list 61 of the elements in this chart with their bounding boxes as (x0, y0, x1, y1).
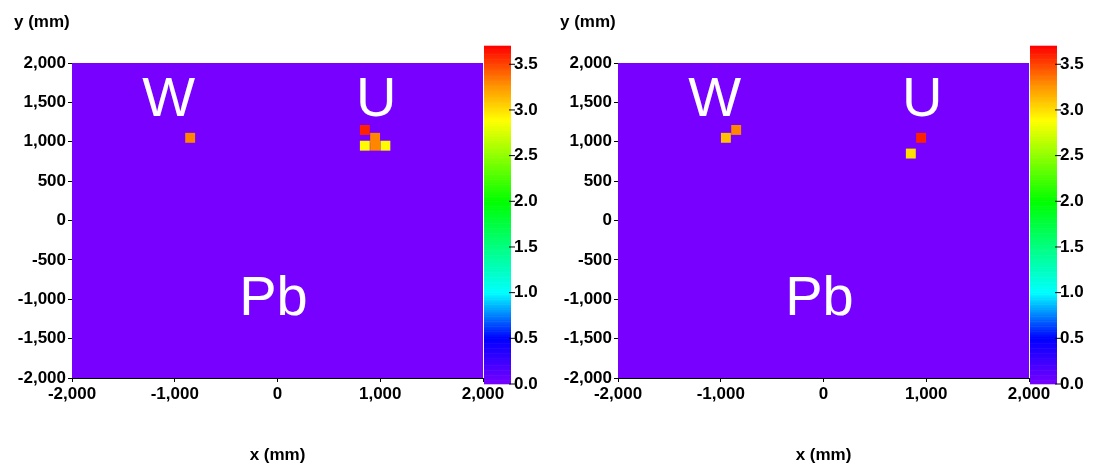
y-tick-label: -2,000 (17, 367, 66, 387)
point (359, 140, 370, 151)
color-bar-label: 3.5 (514, 53, 538, 73)
y-tick-label: 0 (602, 210, 612, 230)
point (731, 124, 742, 135)
y-axis-title: y (mm) (560, 11, 616, 31)
color-bar-label: 2.0 (514, 190, 538, 210)
point (359, 124, 370, 135)
annotation: U (355, 65, 397, 129)
x-tick-label: 0 (818, 383, 829, 403)
y-tick-label: 0 (56, 210, 66, 230)
y-tick-label: -1,500 (17, 328, 66, 348)
color-bar-label: 2.0 (1060, 190, 1084, 210)
point (916, 132, 927, 143)
color-bar-label: 0.5 (514, 328, 538, 348)
annotation: U (901, 65, 943, 129)
color-bar-label: 3.5 (1060, 53, 1084, 73)
color-bar-label: 0.5 (1060, 328, 1084, 348)
x-tick-label: 0 (272, 383, 283, 403)
y-tick-label: -1,000 (563, 288, 612, 308)
point (185, 132, 196, 143)
annotation: Pb (239, 263, 308, 327)
annotation: Pb (785, 263, 854, 327)
y-tick-label: -2,000 (563, 367, 612, 387)
y-tick-label: -500 (31, 249, 66, 269)
y-axis-title: y (mm) (14, 11, 70, 31)
color-bar-label: 1.0 (1060, 282, 1084, 302)
color-bar-label: 0.0 (514, 373, 538, 393)
y-tick-label: 2,000 (569, 52, 612, 72)
color-bar-label: 1.5 (1060, 236, 1084, 256)
x-tick-label: 1,000 (358, 383, 402, 403)
y-tick-label: 1,500 (569, 92, 612, 112)
x-tick-label: -1,000 (150, 383, 199, 403)
color-bar-label: 3.0 (514, 99, 538, 119)
point (905, 148, 916, 159)
y-tick-label: 1,500 (23, 92, 66, 112)
x-axis-title: x (mm) (795, 445, 852, 465)
y-tick-label: 1,000 (569, 131, 612, 151)
point (370, 140, 381, 151)
color-bar-label: 1.0 (514, 282, 538, 302)
x-tick-label: 1,000 (904, 383, 948, 403)
color-bar-label: 2.5 (514, 145, 538, 165)
x-tick-label: -1,000 (696, 383, 745, 403)
color-bar-label: 1.5 (514, 236, 538, 256)
x-tick-label: 2,000 (1007, 383, 1051, 403)
y-tick-label: 500 (583, 170, 612, 190)
x-tick-label: 2,000 (461, 383, 505, 403)
y-tick-label: -1,000 (17, 288, 66, 308)
point (720, 132, 731, 143)
color-bar-label: 2.5 (1060, 145, 1084, 165)
annotation: W (688, 65, 742, 129)
y-tick-label: 1,000 (23, 131, 66, 151)
y-tick-label: 2,000 (23, 52, 66, 72)
color-bar-label: 3.0 (1060, 99, 1084, 119)
point (380, 140, 391, 151)
y-tick-label: -500 (577, 249, 612, 269)
y-tick-label: 500 (37, 170, 66, 190)
x-axis-title: x (mm) (249, 445, 306, 465)
y-tick-label: -1,500 (563, 328, 612, 348)
annotation: W (142, 65, 196, 129)
color-bar-label: 0.0 (1060, 373, 1084, 393)
